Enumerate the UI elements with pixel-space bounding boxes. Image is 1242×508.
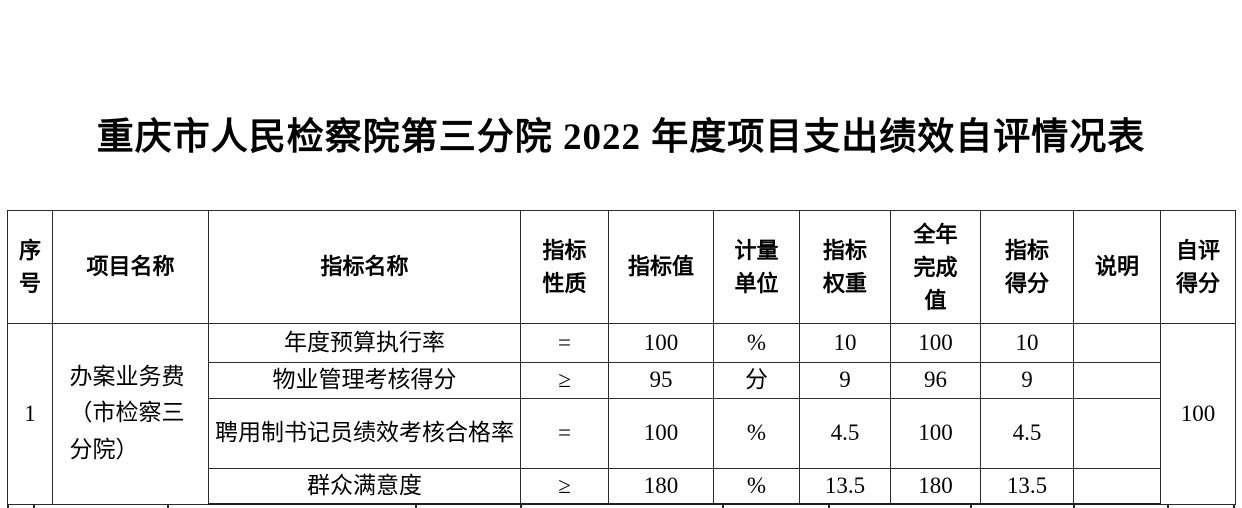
next-row-divider (415, 505, 417, 508)
cell-unit: % (713, 467, 800, 505)
performance-self-assessment-table: 序号 项目名称 指标名称 指标性质 指标值 计量单位 指标权重 全年完成值 指标… (7, 210, 1236, 505)
cell-annual-completion: 180 (890, 467, 981, 505)
cell-unit: % (713, 323, 800, 363)
col-header-unit-label: 计量单位 (734, 238, 779, 296)
cell-self-score: 100 (1160, 323, 1236, 505)
cell-indicator-nature: ≥ (520, 467, 609, 505)
cell-weight: 10 (799, 323, 891, 363)
col-header-weight-label: 指标权重 (822, 238, 867, 296)
col-header-indicator-name: 指标名称 (208, 210, 521, 324)
col-header-indicator-nature: 指标性质 (520, 210, 609, 324)
table-header-row: 序号 项目名称 指标名称 指标性质 指标值 计量单位 指标权重 全年完成值 指标… (7, 210, 1236, 324)
col-header-project-name-label: 项目名称 (86, 254, 175, 280)
cell-indicator-score: 9 (980, 362, 1074, 399)
cell-unit: % (713, 397, 800, 469)
cell-indicator-value: 100 (608, 397, 714, 469)
col-header-serial-label: 序号 (18, 238, 41, 296)
table-row: 1 办案业务费（市检察三分院） 年度预算执行率 = 100 % 10 100 1… (7, 323, 1236, 505)
next-row-divider (33, 505, 35, 508)
cell-indicator-score: 10 (980, 323, 1074, 363)
cell-weight: 4.5 (799, 397, 891, 469)
next-row-divider (167, 505, 169, 508)
cell-annual-completion: 96 (890, 362, 981, 399)
cell-indicator-name: 聘用制书记员绩效考核合格率 (208, 397, 521, 469)
col-header-weight: 指标权重 (799, 210, 891, 324)
table-row: 聘用制书记员绩效考核合格率 = 100 % 4.5 100 4.5 (8, 397, 1236, 469)
cell-indicator-value: 95 (608, 362, 714, 399)
col-header-serial: 序号 (7, 210, 53, 324)
col-header-annual-completion: 全年完成值 (890, 210, 981, 324)
next-row-divider (828, 505, 830, 508)
cell-note (1073, 467, 1161, 505)
cell-project-name: 办案业务费（市检察三分院） (52, 323, 209, 505)
cell-indicator-nature: ≥ (520, 362, 609, 399)
cell-indicator-nature: = (520, 397, 609, 469)
col-header-note: 说明 (1073, 210, 1161, 324)
col-header-indicator-score: 指标得分 (980, 210, 1074, 324)
cell-note (1073, 323, 1161, 363)
cell-indicator-nature: = (520, 323, 609, 363)
cell-indicator-score: 13.5 (980, 467, 1074, 505)
col-header-indicator-value-label: 指标值 (627, 254, 694, 280)
next-row-divider (7, 505, 9, 508)
cell-annual-completion: 100 (890, 323, 981, 363)
cell-indicator-name: 物业管理考核得分 (208, 362, 521, 399)
next-row-divider (722, 505, 724, 508)
cell-note (1073, 362, 1161, 399)
next-row-divider (1167, 505, 1169, 508)
cell-unit: 分 (713, 362, 800, 399)
col-header-unit: 计量单位 (713, 210, 800, 324)
cell-serial-number: 1 (7, 323, 53, 505)
cell-weight: 9 (799, 362, 891, 399)
col-header-self-score-label: 自评得分 (1175, 238, 1220, 296)
col-header-indicator-name-label: 指标名称 (320, 254, 409, 280)
cell-indicator-name: 群众满意度 (208, 467, 521, 505)
col-header-indicator-score-label: 指标得分 (1004, 238, 1049, 296)
col-header-indicator-value: 指标值 (608, 210, 714, 324)
next-row-divider (1073, 505, 1075, 508)
cell-annual-completion: 100 (890, 397, 981, 469)
cell-indicator-name: 年度预算执行率 (208, 323, 521, 363)
next-row-divider (970, 505, 972, 508)
next-row-divider (520, 505, 522, 508)
cell-indicator-value: 180 (608, 467, 714, 505)
col-header-annual-completion-label: 全年完成值 (913, 221, 958, 313)
next-row-divider (1233, 505, 1235, 508)
col-header-note-label: 说明 (1094, 254, 1139, 280)
cell-indicator-score: 4.5 (980, 397, 1074, 469)
cell-weight: 13.5 (799, 467, 891, 505)
page-title: 重庆市人民检察院第三分院 2022 年度项目支出绩效自评情况表 (96, 117, 1146, 158)
col-header-indicator-nature-label: 指标性质 (542, 238, 587, 296)
table-row: 群众满意度 ≥ 180 % 13.5 180 13.5 (8, 467, 1236, 505)
cell-note (1073, 397, 1161, 469)
col-header-project-name: 项目名称 (52, 210, 209, 324)
project-name-text: 办案业务费（市检察三分院） (69, 363, 185, 463)
cell-indicator-value: 100 (608, 323, 714, 363)
table-row: 物业管理考核得分 ≥ 95 分 9 96 9 (8, 362, 1236, 399)
col-header-self-score: 自评得分 (1160, 210, 1236, 324)
